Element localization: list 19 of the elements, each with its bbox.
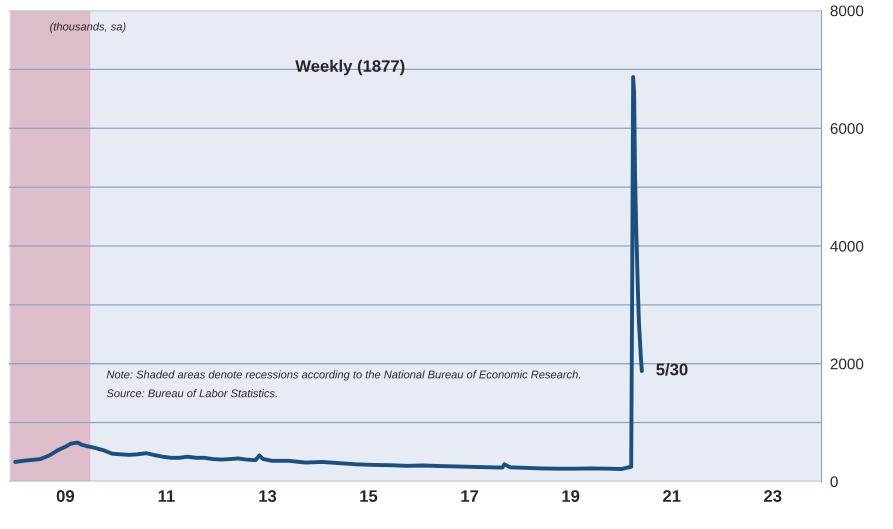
annotation: Source: Bureau of Labor Statistics. bbox=[106, 389, 277, 398]
x-tick-label: 11 bbox=[158, 490, 175, 502]
annotation: 5/30 bbox=[656, 363, 688, 376]
text: Weekly (1877) bbox=[295, 60, 404, 76]
x-tick-label: 17 bbox=[461, 490, 478, 502]
x-tick-label: 09 bbox=[56, 490, 74, 502]
y-tick-label: 6000 bbox=[830, 123, 864, 134]
x-tick-label: 23 bbox=[764, 490, 782, 502]
x-tick-label: 21 bbox=[663, 490, 681, 502]
y-tick-label: 2000 bbox=[830, 358, 864, 370]
y-tick-label: 8000 bbox=[830, 5, 864, 16]
line-series bbox=[13, 75, 644, 471]
y-tick-label: 0 bbox=[830, 476, 838, 488]
annotation: Note: Shaded areas denote recessions according to the National Bureau of Economic Research. bbox=[106, 370, 580, 381]
x-tick-label: 15 bbox=[360, 490, 378, 502]
y-axis-title: (thousands, sa) bbox=[50, 22, 126, 33]
x-tick-label: 19 bbox=[562, 490, 580, 502]
y-tick-label: 4000 bbox=[830, 240, 864, 252]
x-tick-label: 13 bbox=[259, 490, 276, 502]
